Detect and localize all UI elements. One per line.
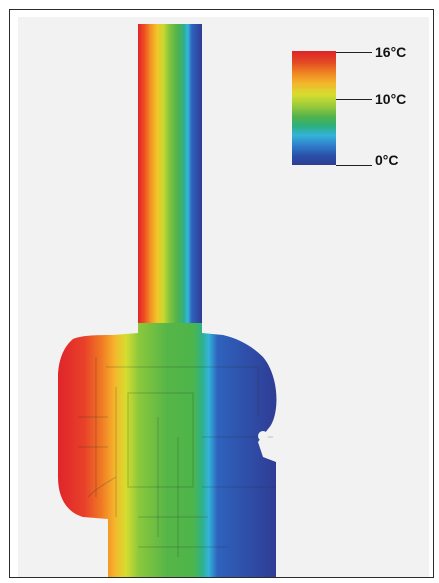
scale-label-mid: 10°C xyxy=(375,91,407,107)
scale-label-max: 16°C xyxy=(375,44,407,60)
frame-profile-lines xyxy=(78,357,276,557)
scale-tick-mid xyxy=(336,99,372,100)
glass-pane xyxy=(138,24,202,344)
scale-tick-min xyxy=(336,165,372,166)
frame-notch xyxy=(258,431,268,441)
scale-label-min: 0°C xyxy=(375,152,399,168)
scale-tick-max xyxy=(336,52,372,53)
thermal-simulation xyxy=(58,24,277,577)
temperature-scale-bar xyxy=(292,51,336,165)
window-frame xyxy=(58,323,277,577)
